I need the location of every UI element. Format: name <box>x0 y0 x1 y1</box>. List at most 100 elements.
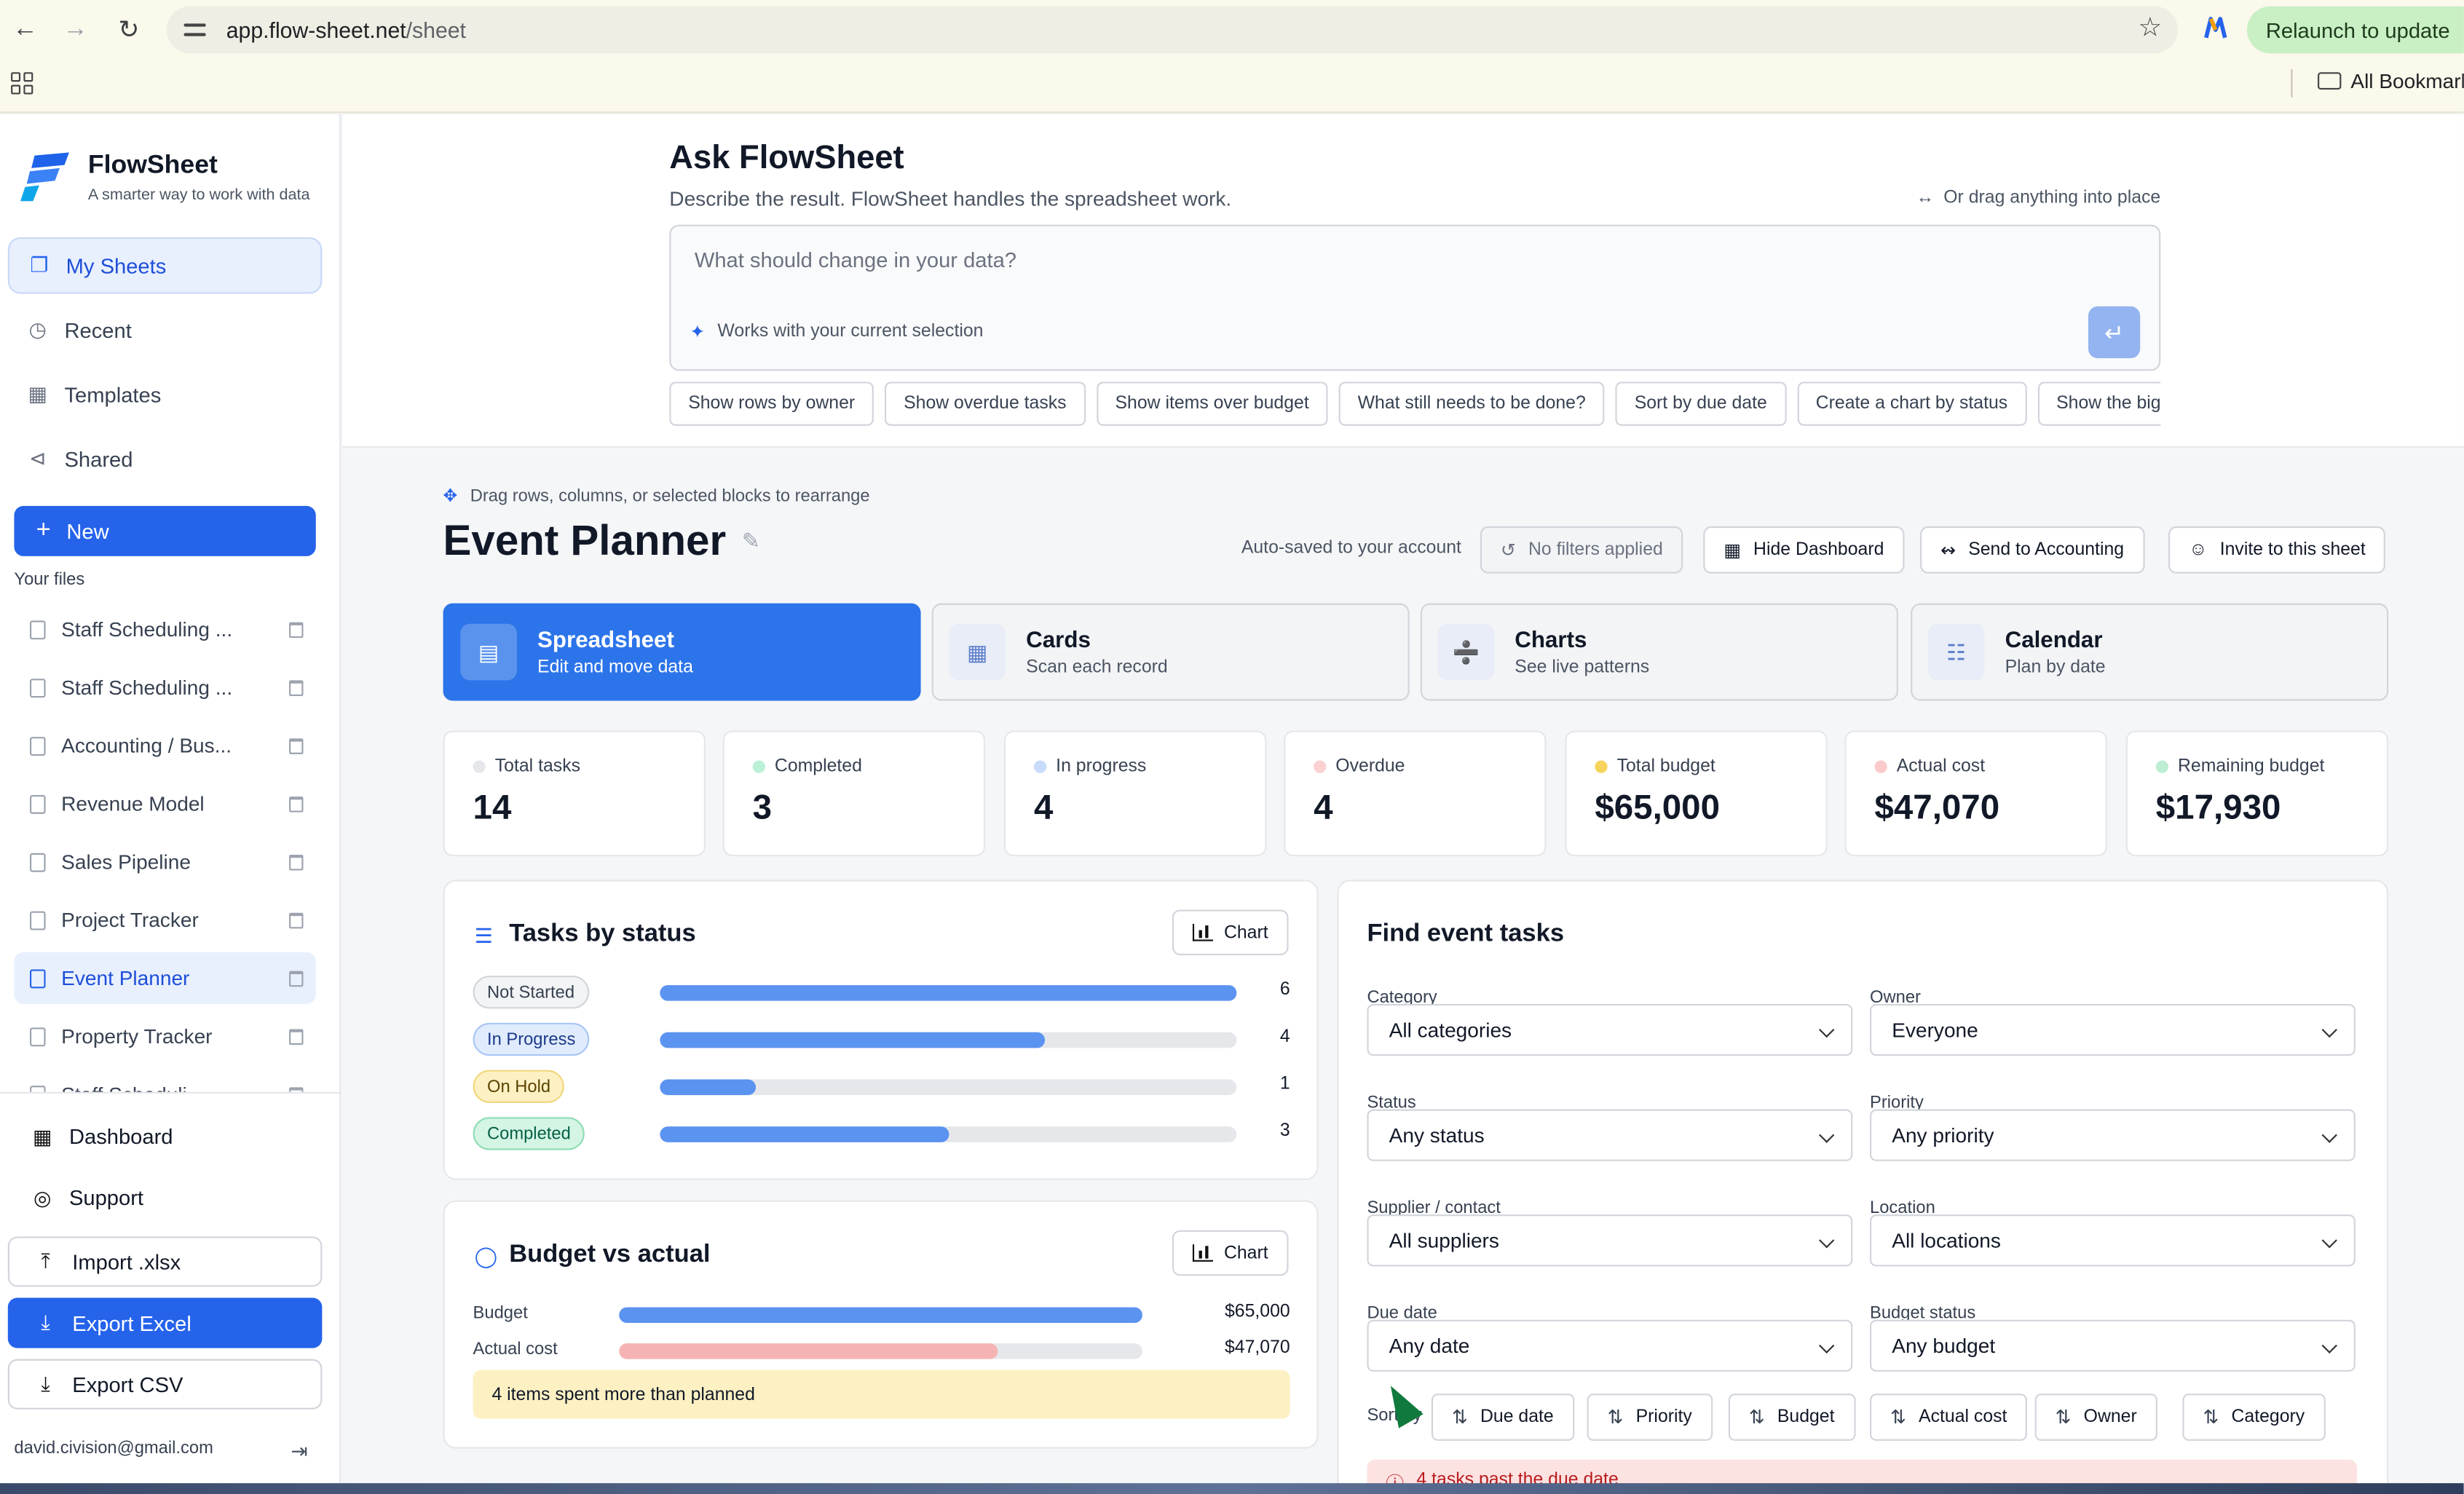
sort-button[interactable]: ⇅ Actual cost <box>1870 1394 2028 1441</box>
filter-select[interactable]: All locations <box>1870 1214 2356 1267</box>
trash-icon[interactable] <box>289 853 304 870</box>
stat-value: $65,000 <box>1595 787 1720 827</box>
back-icon[interactable]: ← <box>12 15 38 43</box>
budget-chart-button[interactable]: Chart <box>1172 1230 1289 1276</box>
ask-input[interactable]: What should change in your data? ✦ Works … <box>669 224 2161 371</box>
site-settings-icon[interactable] <box>182 17 208 43</box>
status-bar-fill <box>660 1126 949 1142</box>
nav-item-shared[interactable]: ⊲ Shared <box>8 430 323 487</box>
status-badge: On Hold <box>473 1070 565 1103</box>
support-link[interactable]: ◎ Support <box>31 1185 143 1209</box>
sort-icon: ⇅ <box>1607 1406 1624 1428</box>
file-name: Staff Scheduling ... <box>61 617 233 641</box>
nav-item-templates[interactable]: ▦ Templates <box>8 366 323 423</box>
suggestion-chip[interactable]: Sort by due date <box>1615 382 1786 426</box>
status-bar-track <box>660 1126 1237 1142</box>
file-item[interactable]: Property Tracker <box>14 1011 315 1062</box>
dashboard-link[interactable]: ▦ Dashboard <box>31 1124 173 1149</box>
pencil-icon[interactable]: ✎ <box>741 528 761 553</box>
lifebuoy-icon: ◎ <box>33 1185 52 1209</box>
stats-row: Total tasks 14 Completed 3 In progress 4 Ov… <box>443 730 2389 857</box>
relaunch-button[interactable]: Relaunch to update <box>2246 6 2464 54</box>
file-name: Property Tracker <box>61 1024 213 1048</box>
file-name: Staff Scheduli... <box>61 1083 204 1092</box>
hide-dashboard-button[interactable]: ▦ Hide Dashboard <box>1703 526 1905 574</box>
status-chart-button[interactable]: Chart <box>1172 909 1289 956</box>
reload-icon[interactable]: ↻ <box>118 17 140 44</box>
tab-spreadsheet[interactable]: ▤ Spreadsheet Edit and move data <box>443 603 921 701</box>
filter-select[interactable]: All suppliers <box>1367 1214 1853 1267</box>
filter-select[interactable]: All categories <box>1367 1003 1853 1056</box>
stat-label: Overdue <box>1335 757 1405 777</box>
send-accounting-button[interactable]: ↭ Send to Accounting <box>1920 526 2145 574</box>
brand[interactable]: FlowSheet A smarter way to work with dat… <box>19 149 309 205</box>
address-bar[interactable]: app.flow-sheet.net/sheet ☆ <box>166 6 2178 54</box>
trash-icon[interactable] <box>289 796 304 812</box>
trash-icon[interactable] <box>289 970 304 987</box>
copy-icon: ❐ <box>30 253 49 277</box>
trash-icon[interactable] <box>289 621 304 638</box>
trash-icon[interactable] <box>289 1086 304 1092</box>
file-item[interactable]: Staff Scheduling ... <box>14 662 315 714</box>
filter-select[interactable]: Any date <box>1367 1319 1853 1372</box>
suggestion-chip[interactable]: Show items over budget <box>1096 382 1328 426</box>
export-csv-button[interactable]: ⤓ Export CSV <box>7 1359 323 1410</box>
forward-icon[interactable]: → <box>63 15 88 43</box>
logout-icon[interactable]: ⇥ <box>291 1439 308 1463</box>
stat-value: 4 <box>1033 787 1054 827</box>
dashboard-label: Dashboard <box>68 1125 173 1149</box>
sort-button[interactable]: ⇅ Category <box>2182 1394 2326 1441</box>
file-item[interactable]: Project Tracker <box>14 894 315 946</box>
file-item[interactable]: Revenue Model <box>14 778 315 829</box>
suggestion-chip[interactable]: Show rows by owner <box>669 382 874 426</box>
file-item[interactable]: Sales Pipeline <box>14 836 315 888</box>
nav-item-my-sheets[interactable]: ❐ My Sheets <box>7 237 323 294</box>
checklist-icon: ☰ <box>474 923 493 948</box>
sort-button[interactable]: ⇅ Budget <box>1728 1394 1855 1441</box>
tab-charts[interactable]: ➗ Charts See live patterns <box>1420 603 1898 701</box>
file-item-active[interactable]: Event Planner <box>14 952 316 1004</box>
sort-button[interactable]: ⇅ Due date <box>1431 1394 1574 1441</box>
apps-grid-icon[interactable] <box>11 72 33 95</box>
suggestion-chip[interactable]: What still needs to be done? <box>1338 382 1605 426</box>
sort-button[interactable]: ⇅ Owner <box>2034 1394 2157 1441</box>
suggestion-chip[interactable]: Show the biggest costs <box>2037 382 2161 426</box>
file-list: Staff Scheduling ... Staff Scheduling ..… <box>14 604 316 1092</box>
dashboard-icon: ▦ <box>32 1124 52 1148</box>
status-row: On Hold 1 <box>473 1070 1290 1104</box>
import-xlsx-button[interactable]: ⤒ Import .xlsx <box>7 1236 323 1287</box>
file-item[interactable]: Staff Scheduli... <box>14 1068 315 1092</box>
all-bookmarks[interactable]: All Bookmarks <box>2318 69 2464 92</box>
invite-button[interactable]: ☺ Invite to this sheet <box>2168 526 2386 574</box>
trash-icon[interactable] <box>289 1028 304 1044</box>
trash-icon[interactable] <box>289 679 304 695</box>
filter-select[interactable]: Any budget <box>1870 1319 2356 1372</box>
trash-icon[interactable] <box>289 738 304 754</box>
nav-item-recent[interactable]: ◷ Recent <box>8 301 323 358</box>
extension-icon[interactable] <box>2201 14 2230 42</box>
send-button[interactable]: ↵ <box>2088 306 2141 359</box>
bookmark-star-icon[interactable]: ☆ <box>2138 12 2163 43</box>
suggestion-chip[interactable]: Show overdue tasks <box>885 382 1086 426</box>
budget-label: Actual cost <box>473 1340 558 1359</box>
suggestion-chip[interactable]: Create a chart by status <box>1796 382 2027 426</box>
trash-icon[interactable] <box>289 912 304 928</box>
status-row: Completed 3 <box>473 1117 1290 1151</box>
filter-select[interactable]: Everyone <box>1870 1003 2356 1056</box>
file-item[interactable]: Accounting / Bus... <box>14 719 315 771</box>
magic-wand-icon: ✦ <box>690 323 706 343</box>
file-item[interactable]: Staff Scheduling ... <box>14 604 315 655</box>
sort-button[interactable]: ⇅ Priority <box>1587 1394 1713 1441</box>
status-badge: Completed <box>473 1117 585 1150</box>
filter-select[interactable]: Any priority <box>1870 1109 2356 1161</box>
export-excel-button[interactable]: ⤓ Export Excel <box>7 1297 323 1348</box>
filters-button[interactable]: ↺ No filters applied <box>1480 526 1683 574</box>
filter-select[interactable]: Any status <box>1367 1109 1853 1161</box>
tab-cards[interactable]: ▦ Cards Scan each record <box>931 603 1410 701</box>
grid-icon: ▦ <box>949 623 1006 681</box>
view-switcher: ▤ Spreadsheet Edit and move data ▦ Cards S… <box>443 603 2389 701</box>
stat-label: Total budget <box>1616 757 1715 777</box>
tab-calendar[interactable]: ☷ Calendar Plan by date <box>1911 603 2389 701</box>
new-sheet-button[interactable]: + New <box>14 505 316 556</box>
